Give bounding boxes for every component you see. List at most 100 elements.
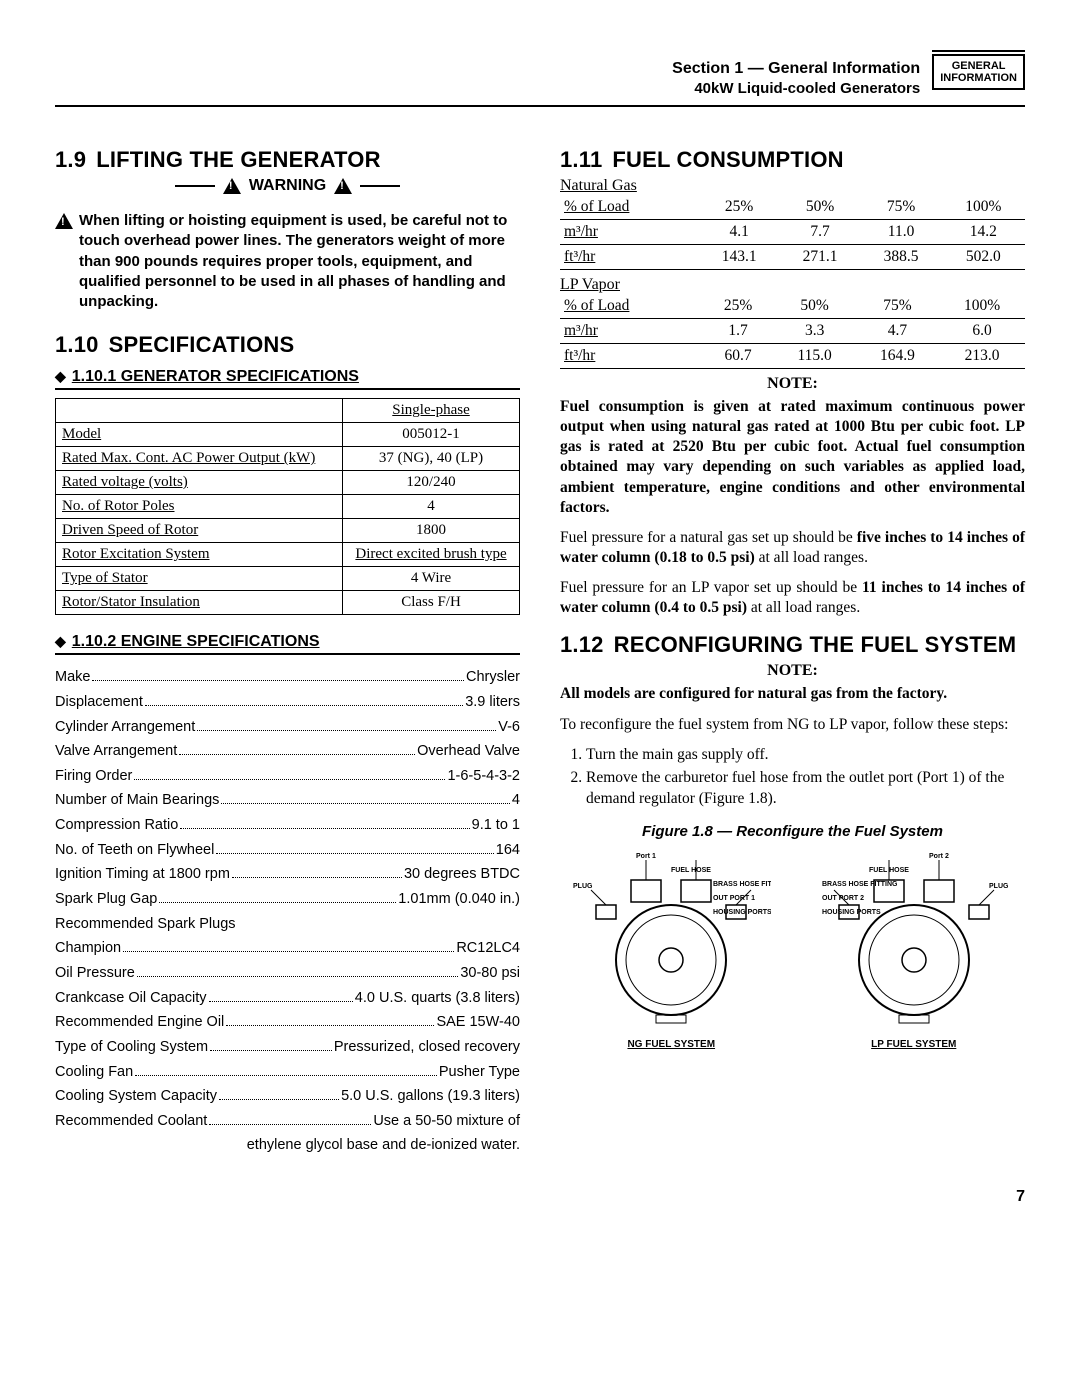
leader-dots [197,730,496,731]
table-cell: 1800 [343,519,520,543]
generator-spec-table: Single-phase Model005012-1 Rated Max. Co… [55,398,520,615]
reconfig-note: All models are configured for natural ga… [560,684,1025,704]
fuel-cell: 115.0 [774,344,856,369]
engine-spec-row: Champion RC12LC4 [55,936,520,961]
leader-dots [219,1099,339,1100]
spec-label: Recommended Coolant [55,1109,207,1134]
svg-text:PLUG: PLUG [573,883,593,890]
ng-diagram-label: NG FUEL SYSTEM [571,1039,771,1050]
page-header: Section 1 — General Information 40kW Liq… [55,60,1025,107]
table-cell: 120/240 [343,471,520,495]
engine-spec-row: Displacement3.9 liters [55,690,520,715]
fuel-note-text: Fuel consumption is given at rated maxim… [560,397,1025,518]
heading-num: 1.9 [55,147,86,172]
spec-value: 1.01mm (0.040 in.) [398,887,520,912]
fuel-cell: 6.0 [939,319,1025,344]
heading-text: FUEL CONSUMPTION [612,147,843,172]
table-cell: No. of Rotor Poles [56,495,343,519]
engine-spec-row: Valve ArrangementOverhead Valve [55,739,520,764]
warning-banner: WARNING [55,177,520,195]
warning-triangle-icon [334,178,352,194]
fuel-cell: 502.0 [942,245,1025,270]
table-cell: Rated Max. Cont. AC Power Output (kW) [56,447,343,471]
engine-spec-row: Recommended Spark Plugs [55,912,520,937]
engine-spec-row: Ignition Timing at 1800 rpm 30 degrees BT… [55,862,520,887]
heading-num: 1.12 [560,632,604,657]
spec-value: V-6 [498,715,520,740]
svg-text:BRASS HOSE FITTING: BRASS HOSE FITTING [822,881,898,888]
engine-spec-row: Recommended Engine OilSAE 15W-40 [55,1010,520,1035]
regulator-svg: Port 2 FUEL HOSE BRASS HOSE FITTING OUT … [814,850,1014,1030]
spec-label: Number of Main Bearings [55,788,219,813]
engine-spec-row: Cylinder ArrangementV-6 [55,715,520,740]
fuel-cell: % of Load [560,294,703,319]
subheading-1-10-1: ◆1.10.1 GENERATOR SPECIFICATIONS [55,368,520,390]
spec-value: ethylene glycol base and de-ionized wate… [247,1133,520,1158]
ng-regulator-diagram: Port 1 FUEL HOSE BRASS HOSE FITTING OUT … [571,850,771,1050]
spec-label: Displacement [55,690,143,715]
fuel-table-ng: % of Load25%50%75%100%m³/hr4.17.711.014.… [560,195,1025,270]
spec-label: Make [55,665,90,690]
warning-triangle-icon [223,178,241,194]
table-cell: 4 [343,495,520,519]
note-label: NOTE: [560,662,1025,680]
heading-text: LIFTING THE GENERATOR [96,147,381,172]
heading-text: RECONFIGURING THE FUEL SYSTEM [614,632,1017,657]
reconfig-intro: To reconfigure the fuel system from NG t… [560,715,1025,735]
page: Section 1 — General Information 40kW Liq… [0,0,1080,1236]
table-cell: Class F/H [343,591,520,615]
fuel-cell: 213.0 [939,344,1025,369]
spec-value: 5.0 U.S. gallons (19.3 liters) [341,1084,520,1109]
spec-label: Compression Ratio [55,813,178,838]
banner-line-left [175,185,215,187]
note-label: NOTE: [560,375,1025,393]
table-cell: 005012-1 [343,423,520,447]
heading-1-10: 1.10SPECIFICATIONS [55,332,520,358]
spec-label: Valve Arrangement [55,739,177,764]
fuel-cell: 100% [942,195,1025,220]
spec-value: 30 degrees BTDC [404,862,520,887]
spec-value: Use a 50-50 mixture of [373,1109,520,1134]
warning-label: WARNING [249,177,326,195]
warning-triangle-icon [55,213,73,229]
fuel-cell: % of Load [560,195,699,220]
engine-spec-row: ethylene glycol base and de-ionized wate… [55,1133,520,1158]
spec-label: Type of Cooling System [55,1035,208,1060]
spec-label: Ignition Timing at 1800 rpm [55,862,230,887]
leader-dots [226,1025,434,1026]
svg-text:OUT PORT 2: OUT PORT 2 [822,895,864,902]
subheading-1-10-2: ◆1.10.2 ENGINE SPECIFICATIONS [55,633,520,655]
spec-label: Recommended Engine Oil [55,1010,224,1035]
engine-spec-list: MakeChryslerDisplacement3.9 litersCylind… [55,665,520,1158]
fuel-cell: 75% [861,195,942,220]
svg-text:BRASS HOSE FITTING: BRASS HOSE FITTING [713,881,771,888]
figure-caption: Figure 1.8 — Reconfigure the Fuel System [560,823,1025,840]
svg-text:HOUSING PORTS: HOUSING PORTS [822,909,881,916]
spec-label: Crankcase Oil Capacity [55,986,207,1011]
engine-spec-row: No. of Teeth on Flywheel164 [55,838,520,863]
svg-text:FUEL HOSE: FUEL HOSE [671,867,711,874]
badge-line-1: GENERAL [940,60,1017,72]
engine-spec-row: Recommended Coolant Use a 50-50 mixture o… [55,1109,520,1134]
fuel-cell: 75% [856,294,939,319]
fuel-cell: 1.7 [703,319,774,344]
engine-spec-row: Oil Pressure30-80 psi [55,961,520,986]
leader-dots [159,902,396,903]
heading-1-9: 1.9 LIFTING THE GENERATOR [55,147,520,173]
spec-value: 4 [512,788,520,813]
spec-label: Cooling System Capacity [55,1084,217,1109]
spec-value: RC12LC4 [456,936,520,961]
fuel-cell: 50% [774,294,856,319]
spec-label: Champion [55,936,121,961]
diamond-icon: ◆ [55,633,66,649]
spec-value: 164 [496,838,520,863]
heading-text: SPECIFICATIONS [109,332,295,357]
spec-label: Spark Plug Gap [55,887,157,912]
header-subtitle: 40kW Liquid-cooled Generators [672,80,920,97]
fuel-cell: 4.7 [856,319,939,344]
fuel-ng-label: Natural Gas [560,177,1025,195]
leader-dots [180,828,469,829]
header-text-block: Section 1 — General Information 40kW Liq… [672,60,920,97]
header-section: Section 1 — General Information [672,60,920,78]
svg-text:PLUG: PLUG [989,883,1009,890]
